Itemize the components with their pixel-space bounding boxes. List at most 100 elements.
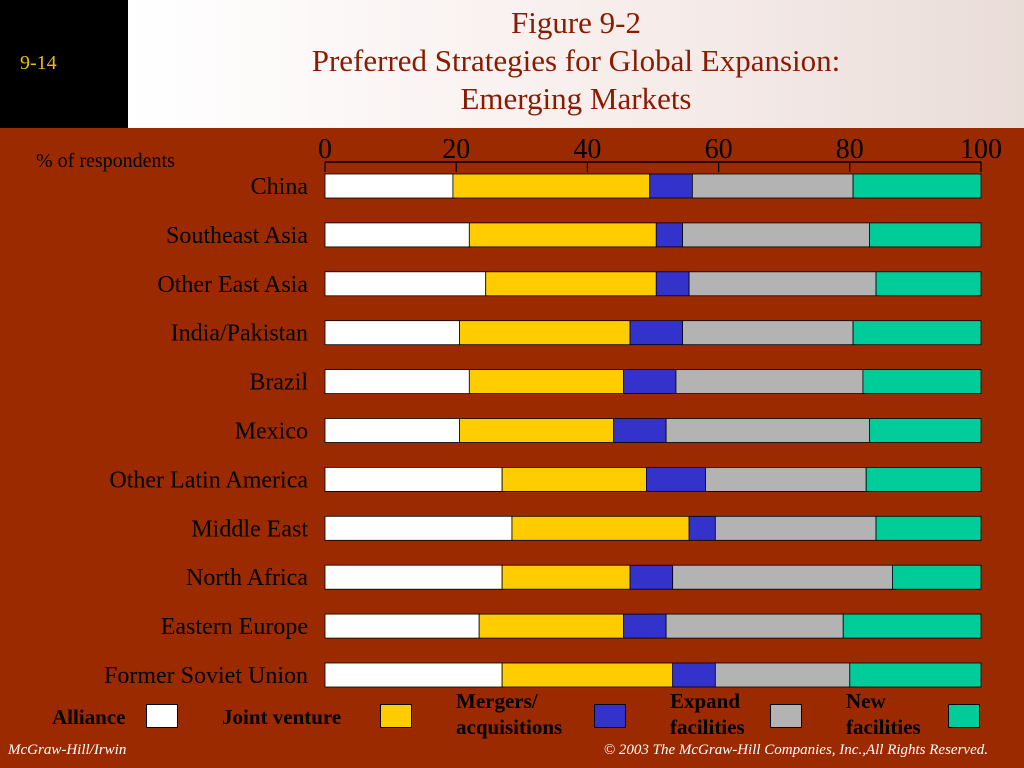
category-label: Southeast Asia bbox=[166, 223, 308, 249]
category-label: Other East Asia bbox=[157, 272, 308, 298]
bar-segment bbox=[324, 173, 454, 199]
bar-segment bbox=[714, 515, 877, 541]
category-label: Eastern Europe bbox=[161, 614, 308, 640]
legend-label-mergers: Mergers/ acquisitions bbox=[456, 688, 562, 740]
bar-segment bbox=[714, 662, 851, 688]
bar-segment bbox=[511, 515, 690, 541]
bar-segment bbox=[655, 222, 683, 248]
page-number: 9-14 bbox=[20, 52, 57, 74]
stacked-bar-chart: 0 20 40 60 80 100 China Southeast Asia Other Eas… bbox=[104, 134, 1002, 689]
bar-segment bbox=[459, 418, 615, 443]
bar-segment bbox=[629, 564, 674, 590]
legend-label-joint-venture: Joint venture bbox=[222, 705, 342, 729]
bar-segment bbox=[324, 418, 460, 443]
bar-segment bbox=[852, 173, 982, 199]
bar-segment bbox=[875, 515, 982, 541]
legend-label-new: New facilities bbox=[846, 688, 921, 740]
legend-label-mergers-line1: Mergers/ bbox=[456, 689, 538, 713]
legend-swatch-expand bbox=[770, 704, 802, 728]
category-label: Brazil bbox=[249, 370, 308, 396]
bar-segment bbox=[688, 271, 877, 297]
page-number-tab: 9-14 bbox=[0, 0, 128, 128]
bar-segment bbox=[892, 564, 982, 590]
legend-swatch-joint-venture bbox=[380, 704, 412, 728]
category-label: Mexico bbox=[235, 419, 308, 445]
bar-segment bbox=[875, 271, 982, 297]
bar-segment bbox=[468, 369, 624, 395]
bar-segment bbox=[869, 222, 982, 248]
bar-segment bbox=[682, 320, 854, 346]
bar-segment bbox=[672, 564, 893, 590]
bar-segment bbox=[865, 466, 982, 492]
bar-segment bbox=[324, 613, 480, 639]
bar-segment bbox=[478, 613, 624, 639]
x-tick-label: 100 bbox=[960, 134, 1002, 165]
legend-label-expand: Expand facilities bbox=[670, 688, 745, 740]
bar-segment bbox=[468, 222, 657, 248]
legend-label-new-line2: facilities bbox=[846, 715, 921, 739]
legend-label-expand-line1: Expand bbox=[670, 689, 741, 713]
bar-segment bbox=[849, 662, 982, 688]
bar-segment bbox=[452, 173, 651, 199]
title-line-3: Emerging Markets bbox=[460, 81, 692, 116]
bar-segment bbox=[705, 466, 867, 492]
bar-segment bbox=[324, 222, 470, 248]
bar-segment bbox=[688, 515, 716, 541]
legend-swatch-alliance bbox=[146, 704, 178, 728]
bar-segment bbox=[459, 320, 631, 346]
bar-segment bbox=[501, 662, 674, 688]
legend-label-mergers-line2: acquisitions bbox=[456, 715, 563, 739]
x-tick-label: 40 bbox=[573, 134, 601, 165]
bar-segment bbox=[646, 466, 706, 492]
legend: Alliance Joint venture Mergers/ acquisit… bbox=[0, 688, 1024, 744]
bar-segment bbox=[665, 418, 870, 443]
x-tick-label: 80 bbox=[836, 134, 864, 165]
bar-segment bbox=[324, 271, 487, 297]
bar-segment bbox=[485, 271, 657, 297]
category-label: Former Soviet Union bbox=[104, 663, 308, 689]
legend-label-expand-line2: facilities bbox=[670, 715, 745, 739]
bar-segment bbox=[501, 466, 647, 492]
bar-segment bbox=[324, 515, 513, 541]
slide-header: 9-14 Figure 9-2 Preferred Strategies for… bbox=[0, 0, 1024, 128]
category-label: India/Pakistan bbox=[171, 321, 308, 347]
x-tick-label: 20 bbox=[442, 134, 470, 165]
chart-title: Figure 9-2 Preferred Strategies for Glob… bbox=[128, 4, 1024, 118]
x-tick-label: 60 bbox=[705, 134, 733, 165]
title-line-2: Preferred Strategies for Global Expansio… bbox=[311, 43, 841, 78]
legend-label-alliance: Alliance bbox=[52, 705, 126, 729]
bar-segment bbox=[324, 369, 470, 395]
bar-segment bbox=[691, 173, 854, 199]
category-label: China bbox=[251, 174, 309, 200]
bar-segment bbox=[623, 369, 677, 395]
footer-publisher: McGraw-Hill/Irwin bbox=[8, 742, 127, 758]
bar-segment bbox=[629, 320, 683, 346]
bar-segment bbox=[623, 613, 667, 639]
title-line-1: Figure 9-2 bbox=[510, 5, 641, 40]
bar-segment bbox=[324, 564, 503, 590]
bar-segment bbox=[842, 613, 982, 639]
bar-segment bbox=[324, 466, 503, 492]
category-label: North Africa bbox=[186, 565, 308, 591]
x-tick-label: 0 bbox=[318, 134, 332, 165]
bar-segment bbox=[501, 564, 631, 590]
bar-segment bbox=[682, 222, 870, 248]
bar-segment bbox=[613, 418, 667, 443]
legend-swatch-mergers bbox=[594, 704, 626, 728]
bar-segment bbox=[862, 369, 982, 395]
bar-segment bbox=[672, 662, 716, 688]
footer-copyright: © 2003 The McGraw-Hill Companies, Inc.,A… bbox=[603, 742, 988, 758]
category-label: Middle East bbox=[191, 516, 308, 542]
bar-segment bbox=[852, 320, 982, 346]
bar-segment bbox=[869, 418, 982, 443]
bar-segment bbox=[324, 320, 460, 346]
title-banner bbox=[128, 0, 1024, 128]
bar-segment bbox=[665, 613, 844, 639]
bar-segment bbox=[649, 173, 693, 199]
bar-segment bbox=[675, 369, 864, 395]
legend-swatch-new bbox=[948, 704, 980, 728]
legend-label-new-line1: New bbox=[846, 689, 886, 713]
y-axis-note: % of respondents bbox=[36, 150, 175, 172]
bar-segment bbox=[655, 271, 690, 297]
bar-segment bbox=[324, 662, 503, 688]
